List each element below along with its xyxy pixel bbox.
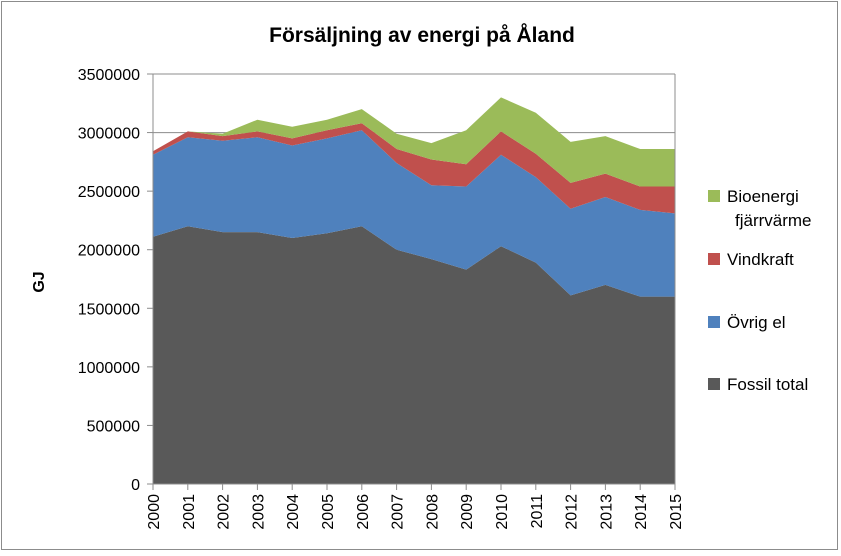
y-tick-label: 2000000 (78, 243, 140, 260)
x-tick-label: 2014 (633, 494, 650, 530)
area-series-bioenergi-fjärrvärme (153, 97, 675, 187)
x-tick-label: 2003 (250, 494, 267, 530)
y-tick-labels: 0 500000 1000000 1500000 2000000 2500000 30000… (78, 67, 140, 494)
y-tick-label: 3500000 (78, 67, 140, 84)
legend-label-bioenergi-fjärrvärme: Bioenergi fjärrvärme (727, 187, 812, 230)
x-tick-label: 2005 (320, 494, 337, 530)
x-tick-label: 2001 (181, 494, 198, 530)
chart-title: Försäljning av energi på Åland (269, 23, 575, 47)
legend-swatch-fossil-total (708, 378, 720, 390)
x-tick-label: 2015 (668, 494, 685, 530)
legend-label-övrig-el: Övrig el (727, 313, 786, 332)
y-axis-label: GJ (31, 271, 48, 292)
x-tick-labels: 2000 2001 2002 2003 2004 2005 2006 2007 2008 2009… (146, 494, 685, 530)
x-tick-label: 2012 (564, 494, 581, 530)
legend-swatch-vindkraft (708, 253, 720, 265)
legend-swatch-bioenergi-fjärrvärme (708, 190, 720, 202)
x-tick-label: 2011 (529, 494, 546, 529)
x-tick-label: 2007 (390, 494, 407, 530)
y-tick-label: 2500000 (78, 184, 140, 201)
area-series-group (153, 97, 675, 485)
legend: Bioenergi fjärrvärme Vindkraft Övrig el Foss… (708, 187, 812, 394)
legend-label-vindkraft: Vindkraft (727, 250, 794, 269)
x-tick-label: 2004 (285, 494, 302, 530)
x-tick-label: 2009 (459, 494, 476, 530)
axes (147, 73, 676, 490)
area-series-fossil-total (153, 226, 675, 485)
x-tick-label: 2008 (424, 494, 441, 530)
area-series-vindkraft (153, 123, 675, 214)
legend-swatch-övrig-el (708, 316, 720, 328)
y-tick-label: 0 (131, 477, 140, 494)
y-tick-label: 1000000 (78, 360, 140, 377)
y-tick-label: 500000 (87, 418, 140, 435)
y-tick-label: 3000000 (78, 126, 140, 143)
x-tick-label: 2006 (355, 494, 372, 530)
area-series-övrig-el (153, 130, 675, 297)
y-tick-label: 1500000 (78, 301, 140, 318)
x-tick-label: 2000 (146, 494, 163, 530)
x-tick-label: 2013 (598, 494, 615, 530)
legend-label-fossil-total: Fossil total (727, 375, 808, 394)
x-tick-label: 2010 (494, 494, 511, 530)
x-tick-label: 2002 (216, 494, 233, 530)
